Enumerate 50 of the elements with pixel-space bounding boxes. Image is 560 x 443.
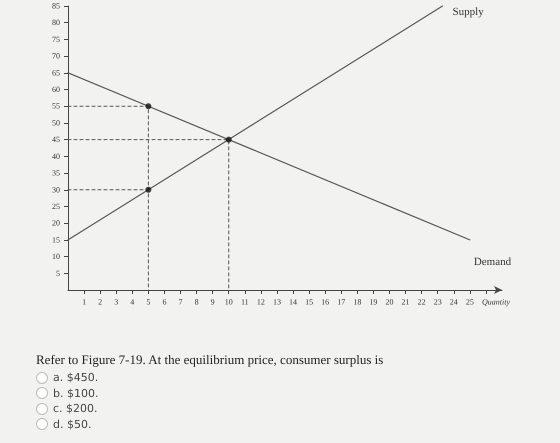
y-tick-label: 35	[52, 168, 60, 178]
x-tick-label: 14	[289, 298, 298, 306]
x-tick-label: 2	[98, 298, 102, 306]
y-tick-label: 75	[52, 34, 60, 44]
y-tick-label: 70	[52, 52, 60, 61]
x-tick-label: 24	[450, 298, 458, 306]
text: a. $450.	[53, 371, 98, 384]
y-tick-label: 85	[52, 2, 60, 10]
x-tick-label: 12	[256, 298, 265, 306]
y-tick-label: 65	[52, 68, 60, 78]
y-tick-label: 45	[52, 135, 60, 144]
y-tick-label: 50	[52, 118, 60, 128]
y-tick-label: 55	[52, 102, 60, 111]
x-tick-label: 4	[130, 298, 134, 306]
text: Refer to Figure 7-19. At the equilibrium price, consumer surplus is	[36, 352, 384, 368]
y-tick-label: 40	[52, 152, 60, 161]
x-tick-label: 18	[353, 298, 362, 306]
x-tick-label: 7	[178, 298, 183, 306]
y-tick-label: 60	[52, 85, 60, 94]
y-tick-label: 10	[52, 252, 60, 262]
x-tick-label: 9	[210, 298, 215, 306]
x-axis-title: Quantity	[482, 298, 510, 306]
x-tick-label: 17	[337, 298, 346, 306]
x-tick-label: 5	[146, 298, 150, 306]
series-label: Demand	[474, 256, 512, 268]
x-tick-label: 20	[385, 298, 394, 306]
x-tick-label: 23	[434, 298, 442, 306]
x-tick-label: 25	[466, 298, 474, 306]
x-tick-label: 3	[114, 298, 118, 306]
y-tick-label: 20	[52, 218, 60, 228]
x-tick-label: 8	[194, 298, 199, 306]
y-tick-label: 30	[52, 185, 60, 194]
x-tick-label: 22	[418, 298, 426, 306]
x-tick-label: 6	[162, 298, 166, 306]
y-tick-label: 15	[52, 235, 60, 244]
y-tick-label: 80	[52, 18, 60, 28]
y-tick-label: 5	[56, 268, 60, 278]
x-tick-label: 15	[305, 298, 314, 306]
x-tick-label: 21	[402, 298, 410, 306]
text: d. $50.	[53, 418, 92, 431]
x-tick-label: 10	[224, 298, 233, 306]
y-tick-label: 25	[52, 202, 60, 211]
text: b. $100.	[53, 386, 98, 400]
x-tick-label: 19	[369, 298, 378, 306]
x-tick-label: 13	[272, 298, 281, 306]
x-tick-label: 16	[321, 298, 330, 306]
x-tick-label: 11	[240, 298, 249, 306]
text: c. $200.	[53, 402, 98, 416]
x-tick-label: 1	[82, 298, 86, 306]
series-label: Supply	[452, 6, 484, 18]
